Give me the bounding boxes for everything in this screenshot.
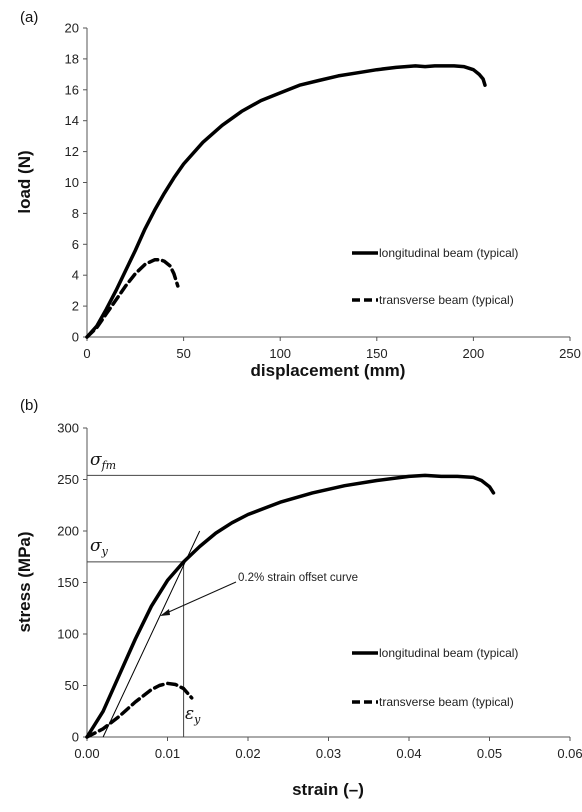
x-tick-label: 0 — [83, 346, 90, 361]
sigma-y-label: σy — [90, 536, 109, 558]
x-tick-label: 0.06 — [557, 746, 582, 761]
y-tick-label: 20 — [65, 21, 79, 36]
offset-annotation-arrow — [161, 581, 237, 616]
panel-a-series — [85, 64, 487, 339]
y-tick-label: 14 — [65, 113, 79, 128]
x-tick-label: 0.03 — [316, 746, 341, 761]
transverse-series-line — [85, 258, 180, 339]
x-tick-label: 150 — [366, 346, 388, 361]
x-tick-label: 100 — [269, 346, 291, 361]
legend-b-transverse-label: transverse beam (typical) — [379, 695, 514, 709]
legend-b-longitudinal-label: longitudinal beam (typical) — [379, 646, 518, 660]
y-tick-label: 2 — [72, 299, 79, 314]
y-tick-label: 50 — [65, 678, 79, 693]
y-tick-label: 8 — [72, 206, 79, 221]
panel-b-reference-lines — [87, 474, 418, 737]
legend-a-longitudinal-label: longitudinal beam (typical) — [379, 246, 518, 260]
y-tick-label: 200 — [57, 524, 79, 539]
y-tick-label: 250 — [57, 472, 79, 487]
panel-a: (a) 0 2 4 6 8 10 12 14 16 18 20 0 50 100 150 200 250 lo… — [15, 9, 581, 380]
y-tick-label: 0 — [72, 730, 79, 745]
epsilon-y-label: εy — [185, 704, 201, 726]
y-tick-label: 6 — [72, 237, 79, 252]
y-tick-label: 18 — [65, 51, 79, 66]
panel-b-legend: longitudinal beam (typical) transverse b… — [352, 646, 518, 709]
y-tick-label: 100 — [57, 627, 79, 642]
panel-a-y-axis-label: load (N) — [15, 150, 34, 213]
offset-annotation-label: 0.2% strain offset curve — [238, 572, 358, 584]
transverse-series-line — [85, 681, 194, 739]
x-tick-label: 200 — [463, 346, 485, 361]
x-tick-label: 0.04 — [396, 746, 421, 761]
x-tick-label: 50 — [176, 346, 190, 361]
panel-b-y-ticks: 0 50 100 150 200 250 300 — [57, 421, 87, 745]
panel-b-label: (b) — [20, 397, 38, 414]
offset-annotation-arrowhead — [160, 609, 170, 616]
y-tick-label: 12 — [65, 144, 79, 159]
x-tick-label: 0.00 — [74, 746, 99, 761]
panel-a-legend: longitudinal beam (typical) transverse b… — [352, 246, 518, 307]
panel-b-series — [85, 473, 496, 739]
panel-a-x-ticks: 0 50 100 150 200 250 — [83, 337, 581, 361]
x-tick-label: 0.02 — [235, 746, 260, 761]
y-tick-label: 4 — [72, 268, 79, 283]
panel-a-y-ticks: 0 2 4 6 8 10 12 14 16 18 20 — [65, 21, 87, 345]
y-tick-label: 16 — [65, 82, 79, 97]
longitudinal-series-line — [85, 473, 496, 739]
y-tick-label: 300 — [57, 421, 79, 436]
offset-line — [102, 530, 201, 738]
longitudinal-series-line — [85, 64, 487, 339]
y-tick-label: 0 — [72, 330, 79, 345]
panel-b-x-ticks: 0.00 0.01 0.02 0.03 0.04 0.05 0.06 — [74, 737, 582, 761]
x-tick-label: 0.01 — [155, 746, 180, 761]
y-tick-label: 150 — [57, 575, 79, 590]
panel-a-label: (a) — [20, 9, 38, 26]
panel-b-x-axis-label: strain (–) — [292, 780, 364, 799]
x-tick-label: 0.05 — [477, 746, 502, 761]
panel-a-x-axis-label: displacement (mm) — [251, 361, 406, 380]
legend-a-transverse-label: transverse beam (typical) — [379, 293, 514, 307]
y-tick-label: 10 — [65, 175, 79, 190]
x-tick-label: 250 — [559, 346, 581, 361]
sigma-fm-label: σfm — [90, 450, 116, 472]
panel-b-y-axis-label: stress (MPa) — [15, 531, 34, 632]
